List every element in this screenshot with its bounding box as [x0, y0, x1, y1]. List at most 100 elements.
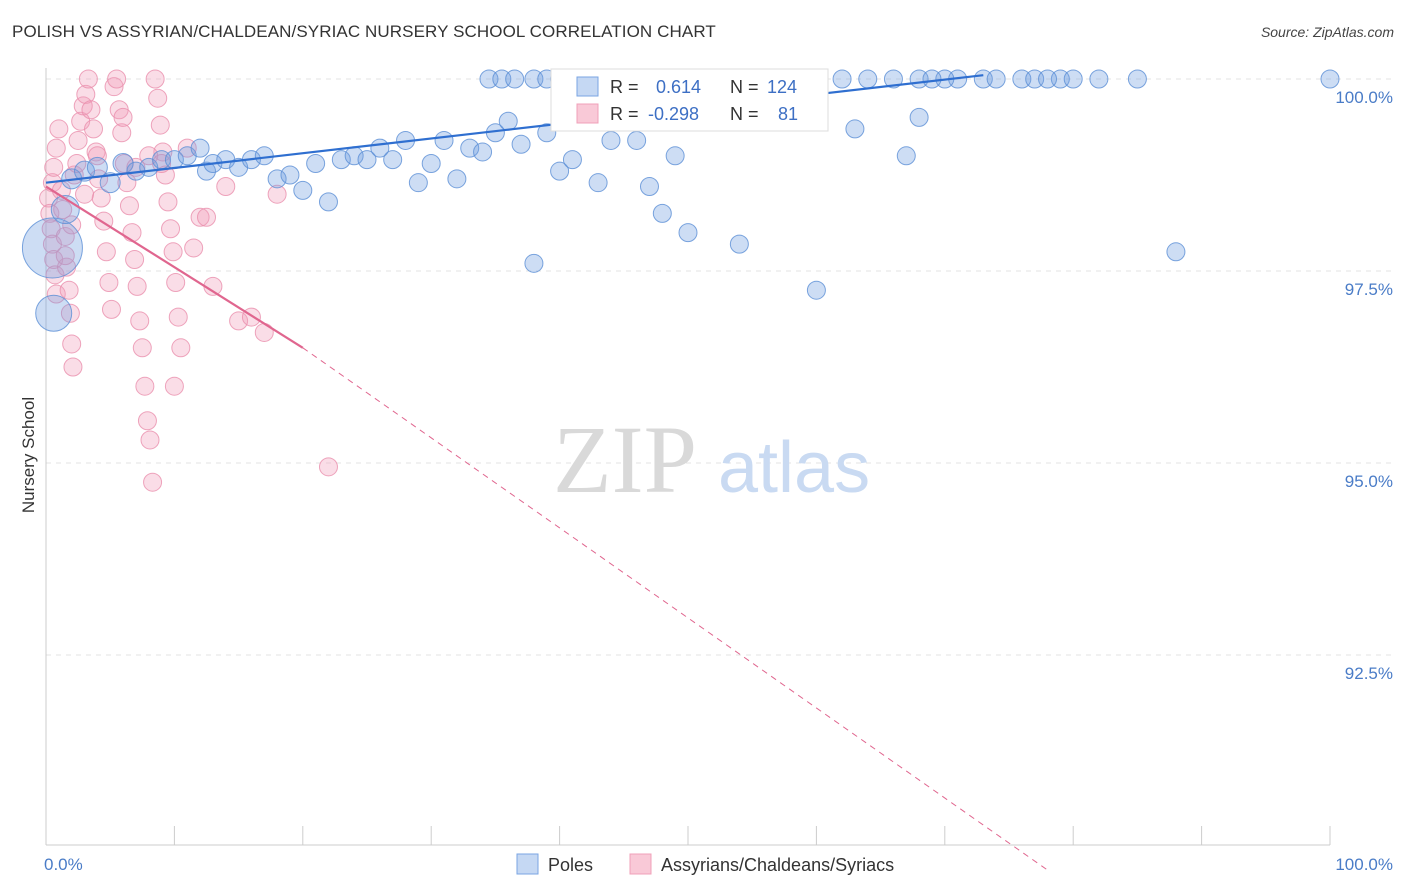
legend-n-label-assyrians: N =: [730, 104, 759, 124]
assyrians-point-46: [132, 338, 152, 358]
poles-point-50: [652, 203, 672, 223]
assyrians-point-74: [55, 246, 75, 266]
poles-point-39: [511, 134, 531, 154]
assyrians-point-72: [75, 184, 95, 204]
poles-point-6: [99, 172, 121, 194]
poles-point-59: [896, 146, 916, 166]
poles-point-48: [627, 130, 647, 150]
x-tick-labels: 0.0% 100.0%: [44, 855, 1393, 874]
assyrians-point-59: [166, 273, 186, 293]
poles-point-94: [858, 69, 878, 89]
assyrians-point-61: [171, 338, 191, 358]
legend-r-value-assyrians: -0.298: [648, 104, 699, 124]
poles-point-52: [678, 223, 698, 243]
y-tick-label-1: 95.0%: [1345, 472, 1393, 491]
poles-point-38: [498, 111, 518, 131]
poles-point-71: [505, 69, 525, 89]
trend-line-assyrians-1: [45, 185, 304, 349]
assyrians-point-49: [140, 430, 160, 450]
assyrians-point-68: [254, 322, 274, 342]
assyrians-point-41: [119, 196, 139, 216]
assyrians-point-33: [99, 273, 119, 293]
trend-line-poles-0: [45, 74, 984, 184]
assyrians-point-6: [46, 284, 66, 304]
poles-point-43: [562, 150, 582, 170]
assyrians-point-38: [112, 123, 132, 143]
poles-point-32: [421, 153, 441, 173]
assyrians-point-34: [101, 299, 121, 319]
grid-lines: [46, 78, 1392, 656]
poles-point-58: [845, 119, 865, 139]
assyrians-point-63: [190, 207, 210, 227]
poles-point-67: [1166, 242, 1186, 262]
poles-point-19: [254, 146, 274, 166]
poles-point-14: [197, 161, 216, 181]
assyrians-point-24: [76, 84, 96, 104]
y-tick-label-0: 92.5%: [1345, 664, 1393, 683]
poles-point-1: [35, 294, 73, 332]
poles-point-34: [447, 169, 467, 189]
y-tick-label-3: 100.0%: [1335, 88, 1393, 107]
poles-point-36: [473, 142, 493, 162]
poles-point-57: [806, 280, 826, 300]
poles-point-68: [1320, 69, 1340, 89]
poles-point-101: [922, 69, 942, 89]
axes: [45, 68, 1331, 846]
y-axis-label: Nursery School: [19, 397, 38, 513]
poles-point-55: [729, 234, 749, 254]
assyrians-point-51: [145, 69, 165, 89]
poles-point-42: [550, 161, 570, 181]
assyrians-point-18: [63, 357, 83, 377]
x-tick-label-1: 100.0%: [1335, 855, 1393, 874]
legend-n-value-poles: 124: [767, 77, 797, 97]
poles-point-35: [460, 138, 480, 158]
x-tick-label-0: 0.0%: [44, 855, 83, 874]
series-legend-swatch-assyrians: [629, 853, 652, 875]
assyrians-point-69: [318, 457, 338, 477]
poles-point-100: [1089, 69, 1109, 89]
trend-lines: [45, 74, 1048, 871]
assyrians-point-16: [60, 303, 80, 323]
assyrians-point-36: [107, 69, 127, 89]
poles-point-93: [832, 69, 852, 89]
assyrians-point-53: [150, 115, 170, 135]
poles-point-27: [357, 150, 377, 170]
assyrians-point-8: [44, 157, 64, 177]
poles-point-46: [601, 130, 621, 150]
assyrians-point-17: [62, 334, 82, 354]
poles-point-102: [1038, 69, 1058, 89]
watermark-zip: ZIP: [553, 406, 697, 513]
poles-point-63: [986, 69, 1006, 89]
legend-n-label-poles: N =: [730, 77, 759, 97]
poles-point-45: [588, 173, 608, 193]
poles-point-4: [74, 160, 96, 182]
poles-point-51: [665, 146, 685, 166]
assyrians-point-5: [45, 265, 65, 285]
assyrians-point-47: [135, 376, 155, 396]
stats-legend: R = 0.614 N = 124 R = -0.298 N = 81: [550, 68, 829, 132]
assyrians-point-12: [53, 200, 73, 220]
source-label: Source: ZipAtlas.com: [1260, 24, 1394, 40]
assyrians-point-15: [59, 280, 79, 300]
poles-point-0: [21, 217, 83, 279]
poles-point-25: [331, 150, 351, 170]
poles-point-33: [434, 130, 454, 150]
poles-point-20: [267, 169, 287, 189]
poles-point-99: [1063, 69, 1083, 89]
assyrians-point-60: [168, 307, 188, 327]
legend-r-label-assyrians: R =: [610, 104, 639, 124]
assyrians-point-78: [164, 376, 184, 396]
trend-line-assyrians-2: [302, 347, 1048, 871]
assyrians-point-27: [84, 119, 104, 139]
assyrians-point-25: [78, 69, 98, 89]
assyrians-point-45: [130, 311, 150, 331]
legend-swatch-assyrians: [576, 103, 599, 124]
poles-point-23: [306, 153, 326, 173]
assyrians-point-65: [216, 177, 236, 197]
watermark: ZIP atlas: [553, 406, 870, 513]
assyrians-point-21: [68, 130, 88, 150]
poles-point-21: [280, 165, 300, 185]
assyrians-point-66: [229, 311, 249, 331]
poles-point-60: [909, 107, 929, 127]
